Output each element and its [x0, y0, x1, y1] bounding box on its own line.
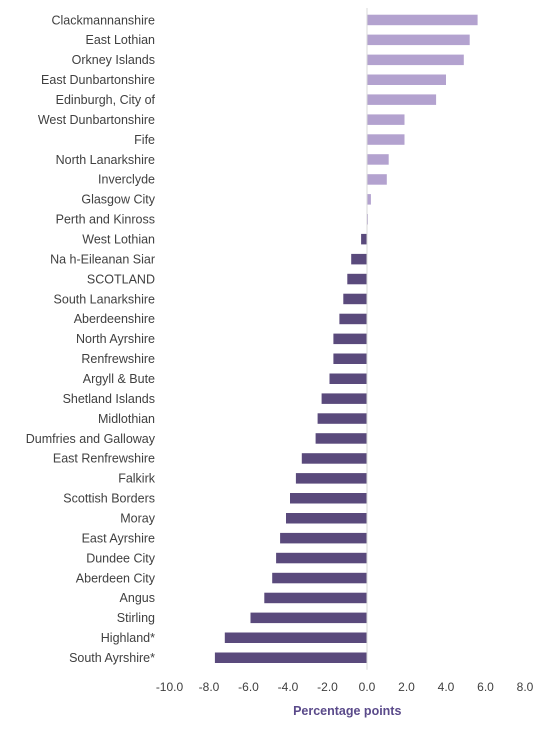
- bar: [367, 34, 470, 46]
- x-tick-label: 0.0: [359, 680, 376, 694]
- bar: [214, 652, 367, 663]
- category-label: Perth and Kinross: [56, 213, 155, 227]
- category-label: Scottish Borders: [63, 492, 155, 506]
- bar: [301, 453, 367, 464]
- bar: [295, 473, 367, 484]
- x-tick-label: 4.0: [438, 680, 455, 694]
- category-label: Argyll & Bute: [83, 372, 155, 386]
- category-label: Inverclyde: [98, 173, 155, 187]
- bar: [321, 393, 367, 404]
- x-tick-label: -6.0: [238, 680, 259, 694]
- x-tick-label: -4.0: [278, 680, 299, 694]
- bar: [290, 493, 367, 504]
- x-tick-labels-group: -10.0 -8.0 -6.0 -4.0 -2.0 0.0 2.0 4.0 6.0 8.0: [156, 680, 534, 694]
- category-labels-group: Clackmannanshire East Lothian Orkney Islan…: [26, 13, 156, 665]
- bar: [224, 632, 367, 643]
- bar: [367, 74, 446, 85]
- bar: [343, 293, 367, 305]
- bar: [286, 513, 367, 524]
- bar: [276, 552, 367, 564]
- x-tick-label: 8.0: [517, 680, 534, 694]
- category-label: West Lothian: [82, 233, 155, 247]
- category-label: Aberdeen City: [76, 571, 156, 585]
- bar: [367, 54, 464, 66]
- bar: [367, 114, 405, 125]
- x-tick-label: -8.0: [199, 680, 220, 694]
- category-label: Glasgow City: [81, 193, 155, 207]
- category-label: East Lothian: [86, 33, 156, 47]
- bar: [317, 413, 367, 424]
- category-label: West Dunbartonshire: [38, 113, 155, 127]
- category-label: Clackmannanshire: [51, 13, 155, 27]
- category-label: Fife: [134, 133, 155, 147]
- bar: [329, 373, 367, 384]
- category-label: Midlothian: [98, 412, 155, 426]
- category-label: East Dunbartonshire: [41, 73, 155, 87]
- category-label: South Ayrshire*: [69, 651, 155, 665]
- x-tick-label: -2.0: [317, 680, 338, 694]
- category-label: Stirling: [117, 611, 155, 625]
- category-label: Na h-Eileanan Siar: [50, 252, 155, 266]
- x-axis-title: Percentage points: [293, 704, 401, 718]
- bar: [280, 532, 367, 544]
- bar: [264, 592, 367, 604]
- bar: [361, 233, 367, 245]
- category-label: Angus: [120, 591, 155, 605]
- bar: [367, 174, 387, 185]
- bar: [367, 134, 405, 145]
- x-tick-label: 2.0: [398, 680, 415, 694]
- category-label: Edinburgh, City of: [56, 93, 156, 107]
- category-label: Shetland Islands: [63, 392, 155, 406]
- bar: [339, 313, 367, 325]
- category-label: Renfrewshire: [81, 352, 155, 366]
- bar: [250, 612, 367, 624]
- category-label: North Lanarkshire: [56, 153, 155, 167]
- bar: [367, 154, 389, 165]
- bar: [272, 572, 367, 584]
- category-label: Dumfries and Galloway: [26, 432, 156, 446]
- category-label: Falkirk: [118, 472, 156, 486]
- bar: [367, 14, 478, 26]
- bar: [315, 433, 367, 444]
- category-label: Aberdeenshire: [74, 312, 155, 326]
- x-tick-label: -10.0: [156, 680, 184, 694]
- category-label: Highland*: [101, 631, 155, 645]
- category-label: North Ayrshire: [76, 332, 155, 346]
- bar: [347, 273, 368, 285]
- category-label: Moray: [120, 512, 155, 526]
- bar: [367, 94, 437, 105]
- category-label: SCOTLAND: [87, 272, 155, 286]
- category-label: South Lanarkshire: [54, 292, 156, 306]
- bar: [351, 253, 367, 265]
- category-label: Dundee City: [86, 551, 156, 565]
- bars-group: [214, 14, 478, 663]
- category-label: East Ayrshire: [82, 531, 155, 545]
- bar: [333, 333, 367, 345]
- category-label: Orkney Islands: [72, 53, 155, 67]
- category-label: East Renfrewshire: [53, 452, 155, 466]
- x-tick-label: 6.0: [477, 680, 494, 694]
- bar: [333, 353, 367, 364]
- bar: [367, 194, 371, 205]
